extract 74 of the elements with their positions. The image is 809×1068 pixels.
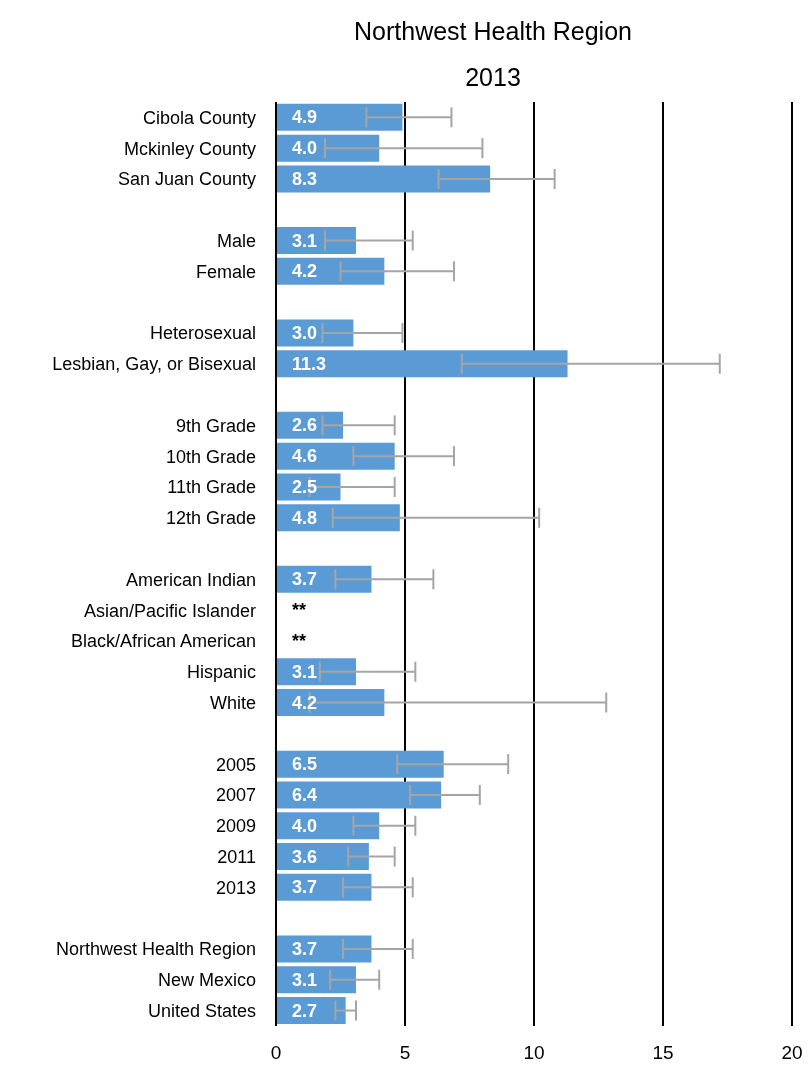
bar — [276, 134, 380, 162]
data-label: 4.6 — [292, 446, 318, 467]
data-label: 2.6 — [292, 415, 318, 436]
x-tick-label: 15 — [652, 1042, 674, 1064]
data-label: 4.9 — [292, 107, 318, 128]
data-label: 4.0 — [292, 815, 318, 836]
bar — [276, 966, 356, 994]
data-label: 3.0 — [292, 323, 318, 343]
data-label: 4.0 — [292, 138, 318, 159]
data-label: 3.7 — [292, 939, 318, 959]
y-tick-label: Male — [216, 230, 256, 251]
data-label: 4.2 — [292, 692, 318, 713]
data-label: 3.1 — [292, 661, 318, 682]
bar — [276, 442, 395, 470]
y-tick-label: 2009 — [215, 816, 256, 837]
y-tick-label: American Indian — [125, 569, 256, 590]
bar — [276, 873, 372, 901]
y-tick-label: Female — [195, 261, 256, 282]
y-tick-label: Mckinley County — [123, 138, 256, 159]
data-label: 11.3 — [292, 353, 327, 374]
y-tick-label: Heterosexual — [149, 323, 256, 344]
bar — [276, 997, 346, 1025]
text: ** — [292, 600, 307, 621]
data-label: 3.1 — [292, 230, 318, 251]
y-tick-label: Asian/Pacific Islander — [83, 600, 256, 621]
bar — [276, 565, 372, 593]
bar — [276, 812, 380, 840]
y-tick-label: 9th Grade — [175, 415, 256, 436]
y-tick-label: Northwest Health Region — [55, 939, 256, 960]
x-tick-label: 10 — [523, 1042, 545, 1064]
data-label: 2.5 — [292, 477, 318, 497]
bar — [276, 504, 400, 532]
data-label: 6.5 — [292, 754, 318, 775]
data-label: 3.7 — [292, 877, 318, 898]
bar — [276, 658, 356, 686]
bar — [276, 750, 444, 778]
x-tick-label: 5 — [399, 1042, 411, 1064]
y-tick-label: Cibola County — [142, 107, 256, 128]
y-tick-label: 2007 — [215, 785, 256, 806]
bar — [276, 781, 442, 809]
y-tick-label: 12th Grade — [165, 508, 256, 529]
y-tick-label: 2011 — [217, 846, 256, 867]
chart-title: Northwest Health Region — [353, 16, 633, 47]
y-tick-label: United States — [147, 1000, 256, 1021]
bar — [276, 843, 369, 871]
data-label: 4.2 — [292, 261, 318, 282]
bar — [276, 227, 356, 255]
y-tick-label: 2013 — [215, 877, 256, 898]
y-tick-label: New Mexico — [157, 970, 256, 991]
data-label: 8.3 — [292, 169, 318, 189]
x-tick-label: 0 — [270, 1042, 282, 1064]
chart-subtitle: 2013 — [464, 62, 522, 93]
y-tick-label: Hispanic — [186, 662, 256, 683]
data-label: 3.1 — [292, 969, 318, 990]
y-tick-label: Black/African American — [70, 631, 256, 652]
y-tick-label: San Juan County — [117, 169, 256, 190]
data-label: 3.6 — [292, 846, 318, 867]
data-label: 6.4 — [292, 785, 318, 805]
x-tick-label: 20 — [781, 1042, 803, 1064]
text: ** — [292, 631, 307, 651]
data-label: 4.8 — [292, 507, 318, 528]
y-tick-label: 11th Grade — [167, 477, 256, 498]
data-label: 3.7 — [292, 569, 318, 590]
bar — [276, 935, 372, 963]
data-label: 2.7 — [292, 1000, 318, 1021]
bar — [276, 257, 385, 285]
bar — [276, 350, 568, 378]
y-tick-label: White — [209, 692, 256, 713]
bar — [276, 689, 385, 717]
y-tick-label: 10th Grade — [165, 446, 256, 467]
y-tick-label: 2005 — [215, 754, 256, 775]
bar — [276, 103, 403, 131]
y-tick-label: Lesbian, Gay, or Bisexual — [52, 354, 256, 375]
bar — [276, 165, 491, 193]
